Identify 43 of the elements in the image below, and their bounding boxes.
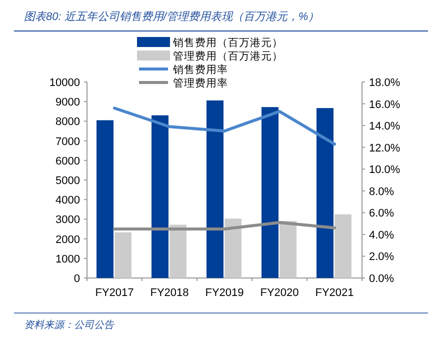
y2-tick-label: 18.0% [369,77,400,89]
x-tick-label: FY2017 [95,287,134,299]
x-tick-label: FY2021 [315,287,354,299]
y2-tick-label: 6.0% [369,208,394,220]
y2-tick-label: 10.0% [369,164,400,176]
legend-label: 销售费用率 [172,63,228,76]
y-tick-label: 3000 [56,214,80,226]
x-tick-label: FY2019 [205,287,244,299]
bar [152,115,168,278]
y2-tick-label: 0.0% [369,273,394,285]
y-tick-label: 7000 [56,136,80,148]
y-tick-label: 6000 [56,155,80,168]
line-series [113,106,336,146]
text: 资料来源：公司公告 [24,319,115,331]
x-tick-label: FY2018 [150,287,189,299]
y-tick-label: 5000 [56,175,80,187]
legend-label: 销售费用（百万港元） [172,36,283,49]
y-tick-label: 1000 [56,253,80,266]
legend-label: 管理费用率 [173,76,228,90]
y-tick-label: 0 [74,273,80,285]
y-tick-label: 8000 [56,116,80,128]
legend-label: 管理费用（百万港元） [173,50,283,62]
y2-tick-label: 4.0% [369,229,394,242]
bar [114,232,132,278]
bar [96,120,114,278]
bar [280,220,296,278]
y2-tick-label: 8.0% [369,186,394,198]
y2-tick-label: 14.0% [369,120,400,133]
y2-tick-label: 16.0% [369,98,400,111]
chart-title: 图表80: 近五年公司销售费用/管理费用表现（百万港元，%） [24,10,320,23]
y-tick-label: 2000 [56,234,80,246]
y-tick-label: 4000 [56,194,80,207]
bar [262,107,278,278]
bar [206,100,224,278]
x-tick-label: FY2020 [260,287,299,299]
bar [316,108,334,278]
bar [224,218,242,278]
y-tick-label: 9000 [56,96,80,109]
bar [334,214,352,278]
bar [170,224,186,278]
y2-tick-label: 2.0% [369,251,394,264]
y2-tick-label: 12.0% [369,142,400,154]
y-tick-label: 10000 [49,77,80,89]
